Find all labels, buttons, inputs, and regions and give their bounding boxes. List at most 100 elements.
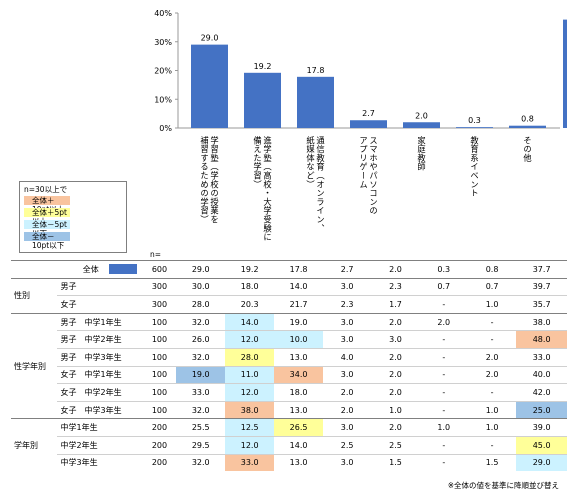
- table-cell: 14.0: [274, 435, 323, 455]
- row-group-label: 性学年別: [11, 312, 58, 419]
- row-label: 中学3年生: [57, 453, 143, 472]
- table-cell: 42.0: [516, 383, 567, 402]
- table-row: 女子 中学2年生 100 33.0 12.0 18.0 2.0 2.0- -42.0: [11, 383, 567, 402]
- table-cell: 40.0: [516, 365, 567, 384]
- sample-size: 100: [142, 312, 177, 331]
- table-row: 女子 中学1年生 100 19.0 11.0 34.0 3.0 2.0-2.0 40.0: [11, 365, 567, 384]
- row-label: 男子 中学3年生: [57, 347, 143, 367]
- table-cell: -: [467, 312, 517, 331]
- row-label: 女子: [57, 295, 143, 314]
- legend-item-minus5: 全体－5pt以下: [24, 220, 70, 238]
- table-cell: 0.7: [467, 277, 517, 296]
- table-cell: 1.5: [371, 453, 420, 472]
- sample-size: 200: [142, 453, 177, 472]
- footnote: ※全体の値を基準に降順並び替え: [447, 481, 559, 490]
- x-category-label: 備えた学習）: [253, 135, 263, 189]
- table-cell: 39.0: [516, 418, 567, 437]
- total-color-swatch: [108, 264, 137, 275]
- table-cell: 30.0: [176, 277, 226, 296]
- row-group-label: 学年別: [11, 418, 58, 472]
- x-category-label: 紙媒体など）: [306, 135, 316, 189]
- bar-value-label: 0.8: [521, 115, 534, 124]
- table-cell: 20.3: [225, 295, 275, 314]
- table-cell: 38.0: [516, 312, 567, 331]
- table-cell: 0.3: [419, 260, 468, 279]
- table-cell: -: [419, 435, 468, 455]
- table-cell: 2.3: [323, 295, 372, 314]
- n-label: n=: [150, 250, 161, 259]
- sample-size: 100: [142, 347, 177, 367]
- table-row: 女子 300 28.0 20.3 21.7 2.3 1.7-1.0 35.7: [11, 295, 567, 314]
- y-tick-label: 10%: [154, 95, 172, 104]
- table-cell: 1.0: [467, 418, 517, 437]
- row-label: 女子 中学3年生: [57, 400, 143, 419]
- row-label: 中学2年生: [57, 435, 143, 455]
- table-cell: 2.0: [371, 347, 420, 367]
- table-cell: 2.7: [323, 260, 372, 279]
- table-cell: 32.0: [176, 347, 226, 367]
- table-cell: 2.0: [371, 260, 420, 279]
- table-cell: 21.7: [274, 295, 323, 314]
- table-cell: 2.0: [467, 347, 517, 367]
- table-cell: 12.0: [225, 435, 275, 455]
- x-category-label: 補習するための学習）: [200, 135, 210, 224]
- table-row: 中学2年生 200 29.5 12.0 14.0 2.5 2.5- -45.0: [11, 435, 567, 455]
- table-cell: 33.0: [176, 383, 226, 402]
- table-cell: 45.0: [516, 435, 567, 455]
- table-row: 中学3年生 200 32.0 33.0 13.0 3.0 1.5-1.5 29.0: [11, 453, 567, 472]
- table-cell: 1.0: [467, 295, 517, 314]
- table-cell: 19.0: [176, 365, 226, 384]
- sample-size: 100: [142, 330, 177, 349]
- table-cell: 29.5: [176, 435, 226, 455]
- bar: [297, 76, 334, 128]
- table-cell: 14.0: [225, 312, 275, 331]
- bar-value-label: 0.3: [468, 116, 481, 125]
- table-cell: 10.0: [274, 330, 323, 349]
- table-cell: 33.0: [516, 347, 567, 367]
- table-cell: -: [419, 400, 468, 419]
- table-cell: 1.0: [371, 400, 420, 419]
- table-cell: 32.0: [176, 312, 226, 331]
- table-cell: 38.0: [225, 400, 275, 419]
- table-cell: 48.0: [516, 330, 567, 349]
- legend-item-minus10: 全体－10pt以下: [24, 232, 70, 250]
- legend-label: 全体－10pt以下: [32, 232, 65, 250]
- table-cell: 28.0: [225, 347, 275, 367]
- bar: [509, 125, 546, 128]
- table-row: 性学年別 男子 中学1年生 100 32.0 14.0 19.0 3.0 2.0 2.0-38.…: [11, 312, 567, 419]
- table-cell: 3.0: [323, 453, 372, 472]
- bar: [563, 19, 567, 128]
- table-cell: 32.0: [176, 400, 226, 419]
- table-cell: 2.0: [371, 383, 420, 402]
- y-tick-label: 20%: [154, 67, 172, 76]
- x-category-label: 通信教育（オンライン、: [316, 135, 326, 233]
- table-cell: 1.0: [419, 418, 468, 437]
- table-cell: 37.7: [516, 260, 567, 279]
- sample-size: 100: [142, 365, 177, 384]
- bar-value-label: 2.7: [362, 109, 375, 118]
- row-label: 男子 中学1年生: [57, 312, 143, 331]
- table-cell: 1.0: [467, 400, 517, 419]
- bar: [456, 127, 493, 128]
- sample-size: 200: [142, 435, 177, 455]
- table-cell: -: [419, 383, 468, 402]
- legend-item-plus10: 全体＋10pt以上: [24, 196, 70, 214]
- y-tick-label: 30%: [154, 38, 172, 47]
- row-group-label: [11, 260, 58, 279]
- y-tick-label: 40%: [154, 9, 172, 18]
- row-label: 男子 中学2年生: [57, 330, 143, 349]
- legend: n=30以上で 全体＋10pt以上 全体＋5pt以上 全体－5pt以下 全体－1…: [19, 181, 127, 253]
- table-cell: 34.0: [274, 365, 323, 384]
- table-cell: -: [467, 330, 517, 349]
- table-cell: 3.0: [323, 418, 372, 437]
- table-cell: 2.0: [419, 312, 468, 331]
- bar-value-label: 17.8: [307, 66, 325, 75]
- table-cell: 3.0: [323, 365, 372, 384]
- x-category-label: 学習塾（学校の授業を: [210, 135, 220, 224]
- table-cell: 2.0: [467, 365, 517, 384]
- x-category-label: 進学塾（高校・大学受験に: [263, 136, 273, 242]
- bar: [403, 122, 440, 128]
- table-cell: 17.8: [274, 260, 323, 279]
- table-cell: 19.2: [225, 260, 275, 279]
- table-cell: 2.0: [371, 365, 420, 384]
